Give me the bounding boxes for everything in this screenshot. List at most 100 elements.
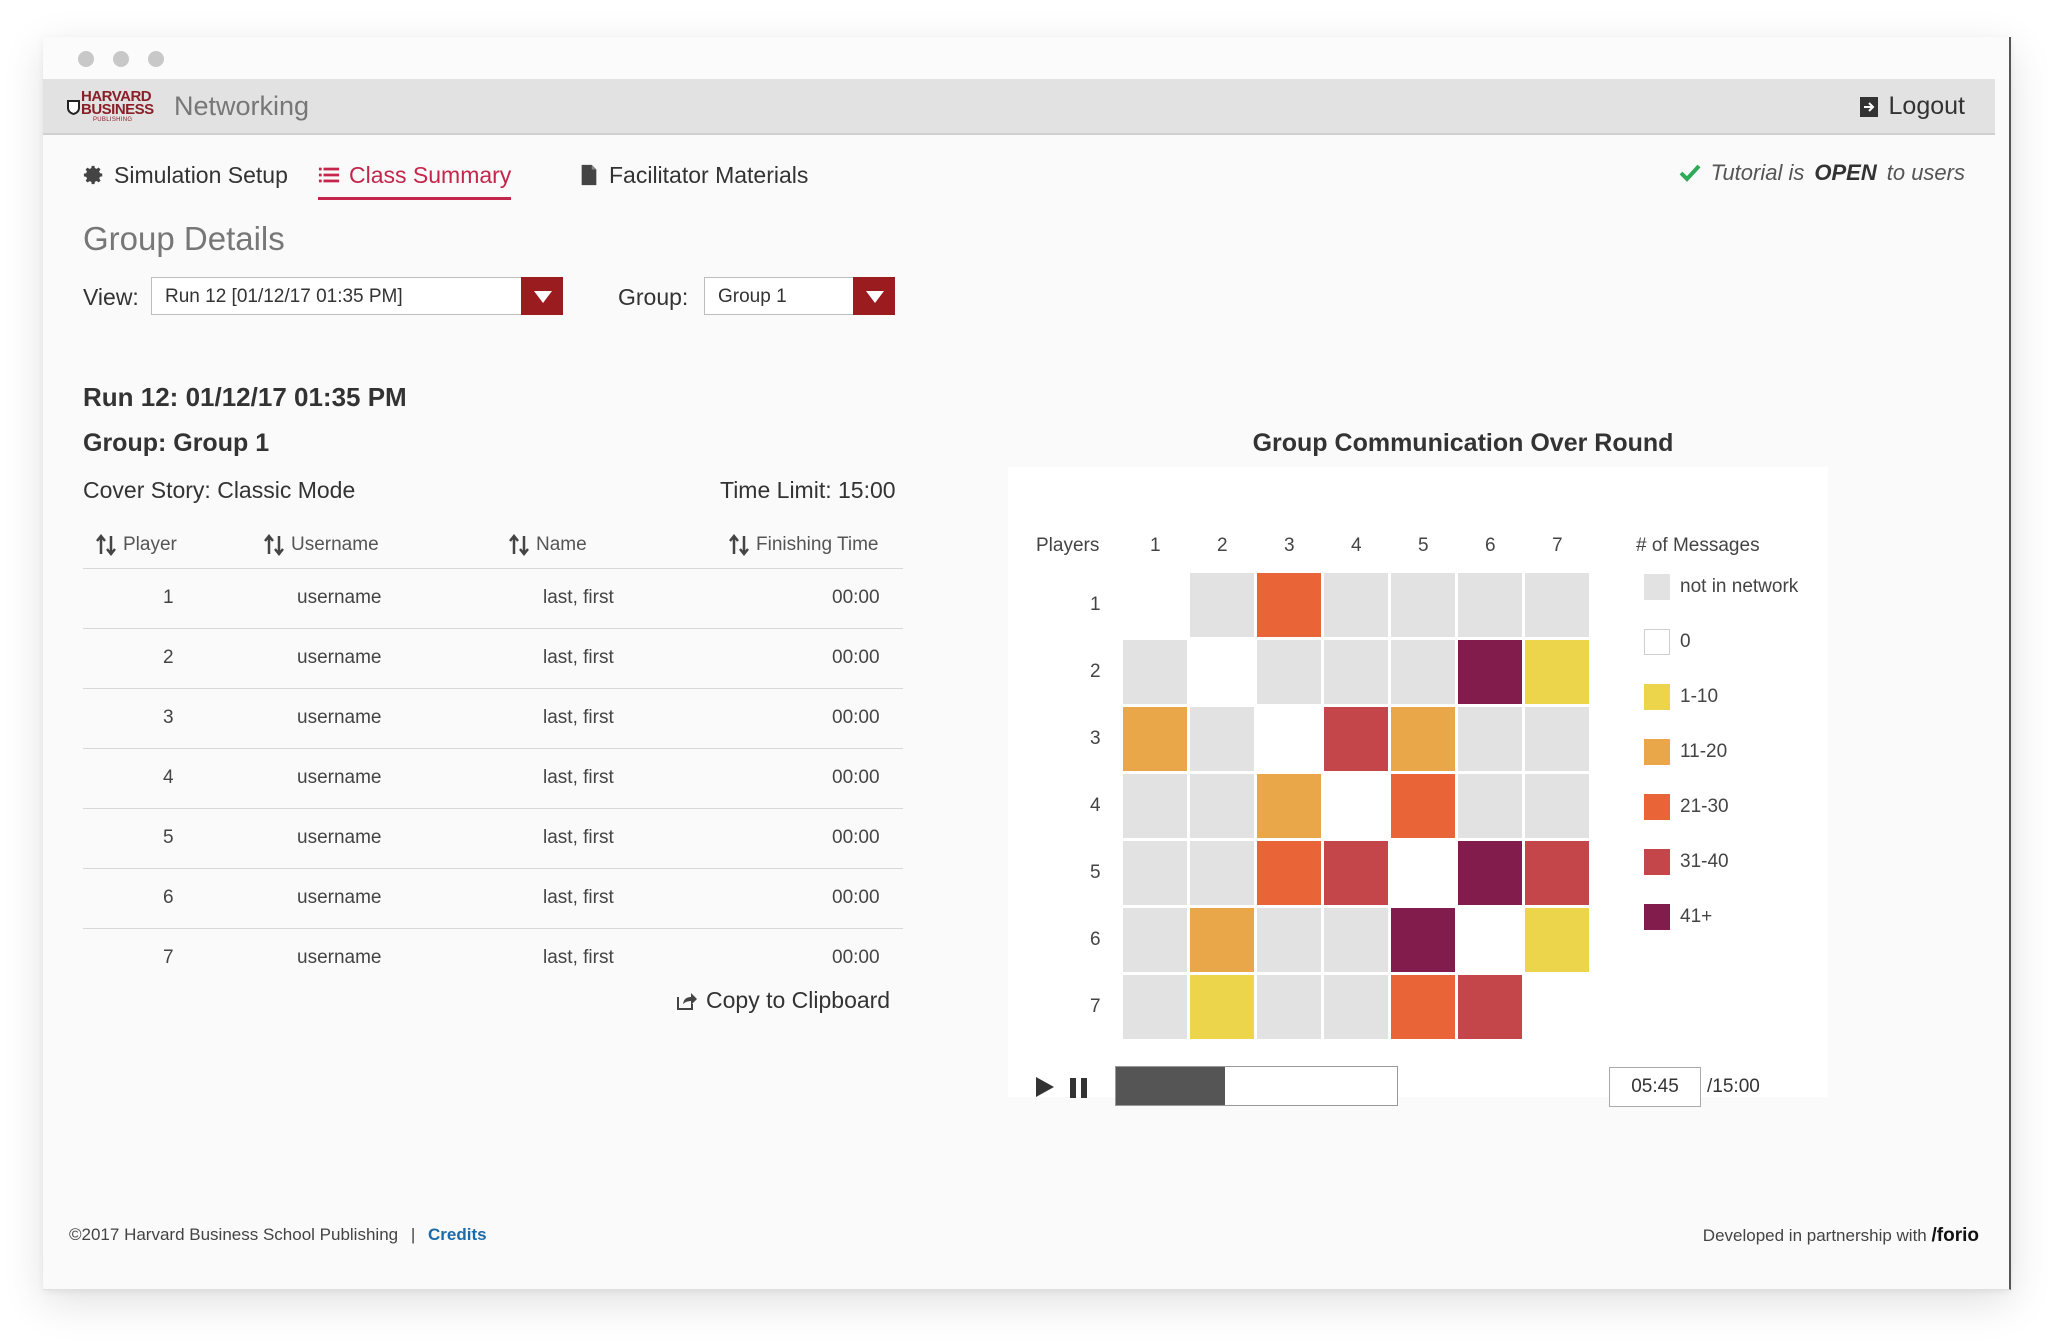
tab-simulation-setup[interactable]: Simulation Setup xyxy=(83,157,288,193)
shield-icon xyxy=(67,100,80,115)
legend-title: # of Messages xyxy=(1636,535,1760,556)
table-cell-player: 2 xyxy=(163,647,174,668)
credits-link[interactable]: Credits xyxy=(428,1225,487,1244)
heatmap-cell xyxy=(1123,707,1187,771)
partner-text: Developed in partnership with xyxy=(1702,1226,1927,1245)
forio-logo[interactable]: /forio xyxy=(1931,1225,1980,1246)
heatmap-cell xyxy=(1190,841,1254,905)
heatmap-cell xyxy=(1257,908,1321,972)
row-label: 7 xyxy=(1090,996,1101,1017)
table-header: Player Username Name Finishing Time xyxy=(83,526,903,569)
sort-icon xyxy=(729,534,749,556)
column-header-finishing-time-label: Finishing Time xyxy=(756,534,879,555)
table-cell-username: username xyxy=(297,947,382,968)
logo-text-publishing: PUBLISHING xyxy=(93,117,133,123)
table-cell-name: last, first xyxy=(543,647,614,668)
view-select[interactable]: Run 12 [01/12/17 01:35 PM] xyxy=(151,277,563,315)
heatmap-cell xyxy=(1190,573,1254,637)
footer-partner: Developed in partnership with /forio xyxy=(1703,1225,1979,1247)
heatmap-cell xyxy=(1458,841,1522,905)
table-cell-time: 00:00 xyxy=(832,827,880,848)
heatmap-cell xyxy=(1391,573,1455,637)
heatmap-cell xyxy=(1525,573,1589,637)
heatmap-cell xyxy=(1190,707,1254,771)
group-select-value: Group 1 xyxy=(718,286,787,307)
heatmap-cell xyxy=(1324,841,1388,905)
group-select-chevron-down-icon[interactable] xyxy=(853,277,895,315)
logout-label: Logout xyxy=(1888,92,1965,120)
view-label: View: xyxy=(83,284,139,310)
footer-copyright: ©2017 Harvard Business School Publishing… xyxy=(69,1225,487,1245)
current-time-field[interactable]: 05:45 xyxy=(1609,1067,1701,1107)
harvard-logo[interactable]: HARVARD BUSINESS PUBLISHING xyxy=(67,88,161,124)
view-select-chevron-down-icon[interactable] xyxy=(521,277,563,315)
column-header-finishing-time[interactable]: Finishing Time xyxy=(728,534,879,556)
legend-swatch xyxy=(1644,574,1670,600)
legend-label: 1-10 xyxy=(1680,686,1719,707)
pause-icon[interactable] xyxy=(1069,1078,1089,1098)
copy-to-clipboard-button[interactable]: Copy to Clipboard xyxy=(676,987,890,1014)
window-titlebar xyxy=(43,37,2009,79)
chart-title: Group Communication Over Round xyxy=(1252,429,1674,457)
heatmap-cell xyxy=(1525,707,1589,771)
column-header-username[interactable]: Username xyxy=(263,534,379,556)
legend-label: 31-40 xyxy=(1680,851,1729,872)
column-header-player[interactable]: Player xyxy=(95,534,177,556)
heatmap-cell xyxy=(1190,640,1254,704)
app-window: HARVARD BUSINESS PUBLISHING Networking L… xyxy=(43,37,2011,1290)
heatmap-cell xyxy=(1257,640,1321,704)
group-title: Group: Group 1 xyxy=(83,429,270,457)
heatmap-cell xyxy=(1458,573,1522,637)
tutorial-status-prefix: Tutorial is xyxy=(1710,160,1805,185)
group-select[interactable]: Group 1 xyxy=(704,277,895,315)
heatmap-cell xyxy=(1391,975,1455,1039)
table-cell-name: last, first xyxy=(543,767,614,788)
tab-facilitator-materials[interactable]: Facilitator Materials xyxy=(578,157,808,193)
legend-label: 41+ xyxy=(1680,906,1713,927)
table-body: 1 username last, first 00:00 2 username last, … xyxy=(83,569,903,988)
table-cell-username: username xyxy=(297,767,382,788)
table-cell-username: username xyxy=(297,827,382,848)
heatmap-cell xyxy=(1391,707,1455,771)
legend-label: not in network xyxy=(1680,576,1799,597)
round-progress-bar[interactable] xyxy=(1115,1066,1398,1106)
logout-button[interactable]: Logout xyxy=(1859,92,1965,121)
play-icon[interactable] xyxy=(1035,1076,1055,1098)
sort-icon xyxy=(264,534,284,556)
table-cell-player: 1 xyxy=(163,587,174,608)
heatmap-cell xyxy=(1525,841,1589,905)
legend-swatch xyxy=(1644,629,1670,655)
app-name: Networking xyxy=(174,91,310,121)
check-icon xyxy=(1679,164,1701,182)
heatmap-cell xyxy=(1123,841,1187,905)
table-row: 5 username last, first 00:00 xyxy=(83,809,903,869)
table-cell-name: last, first xyxy=(543,947,614,968)
logo-text-harvard: HARVARD xyxy=(81,88,152,105)
heatmap-cell xyxy=(1458,707,1522,771)
legend-swatch xyxy=(1644,794,1670,820)
legend-label: 21-30 xyxy=(1680,796,1729,817)
tab-simulation-setup-label: Simulation Setup xyxy=(114,161,288,188)
table-row: 6 username last, first 00:00 xyxy=(83,869,903,929)
tab-class-summary[interactable]: Class Summary xyxy=(318,157,512,200)
table-row: 4 username last, first 00:00 xyxy=(83,749,903,809)
window-minimize-dot[interactable] xyxy=(113,51,129,67)
heatmap-cell xyxy=(1391,774,1455,838)
heatmap-cell xyxy=(1257,707,1321,771)
table-cell-time: 00:00 xyxy=(832,947,880,968)
heatmap-cell xyxy=(1324,908,1388,972)
heatmap-cell xyxy=(1190,908,1254,972)
round-progress-fill xyxy=(1116,1067,1225,1105)
heatmap-cell xyxy=(1123,975,1187,1039)
window-close-dot[interactable] xyxy=(78,51,94,67)
table-cell-player: 4 xyxy=(163,767,174,788)
tutorial-status-state: OPEN xyxy=(1814,160,1877,185)
heatmap-cell xyxy=(1458,908,1522,972)
window-maximize-dot[interactable] xyxy=(148,51,164,67)
heatmap-cell xyxy=(1525,908,1589,972)
heatmap-cell xyxy=(1257,841,1321,905)
row-label: 6 xyxy=(1090,929,1101,950)
players-table: Player Username Name Finishing Time 1 use… xyxy=(83,526,903,988)
logo-text-business: BUSINESS xyxy=(81,101,154,118)
column-header-name[interactable]: Name xyxy=(508,534,587,556)
